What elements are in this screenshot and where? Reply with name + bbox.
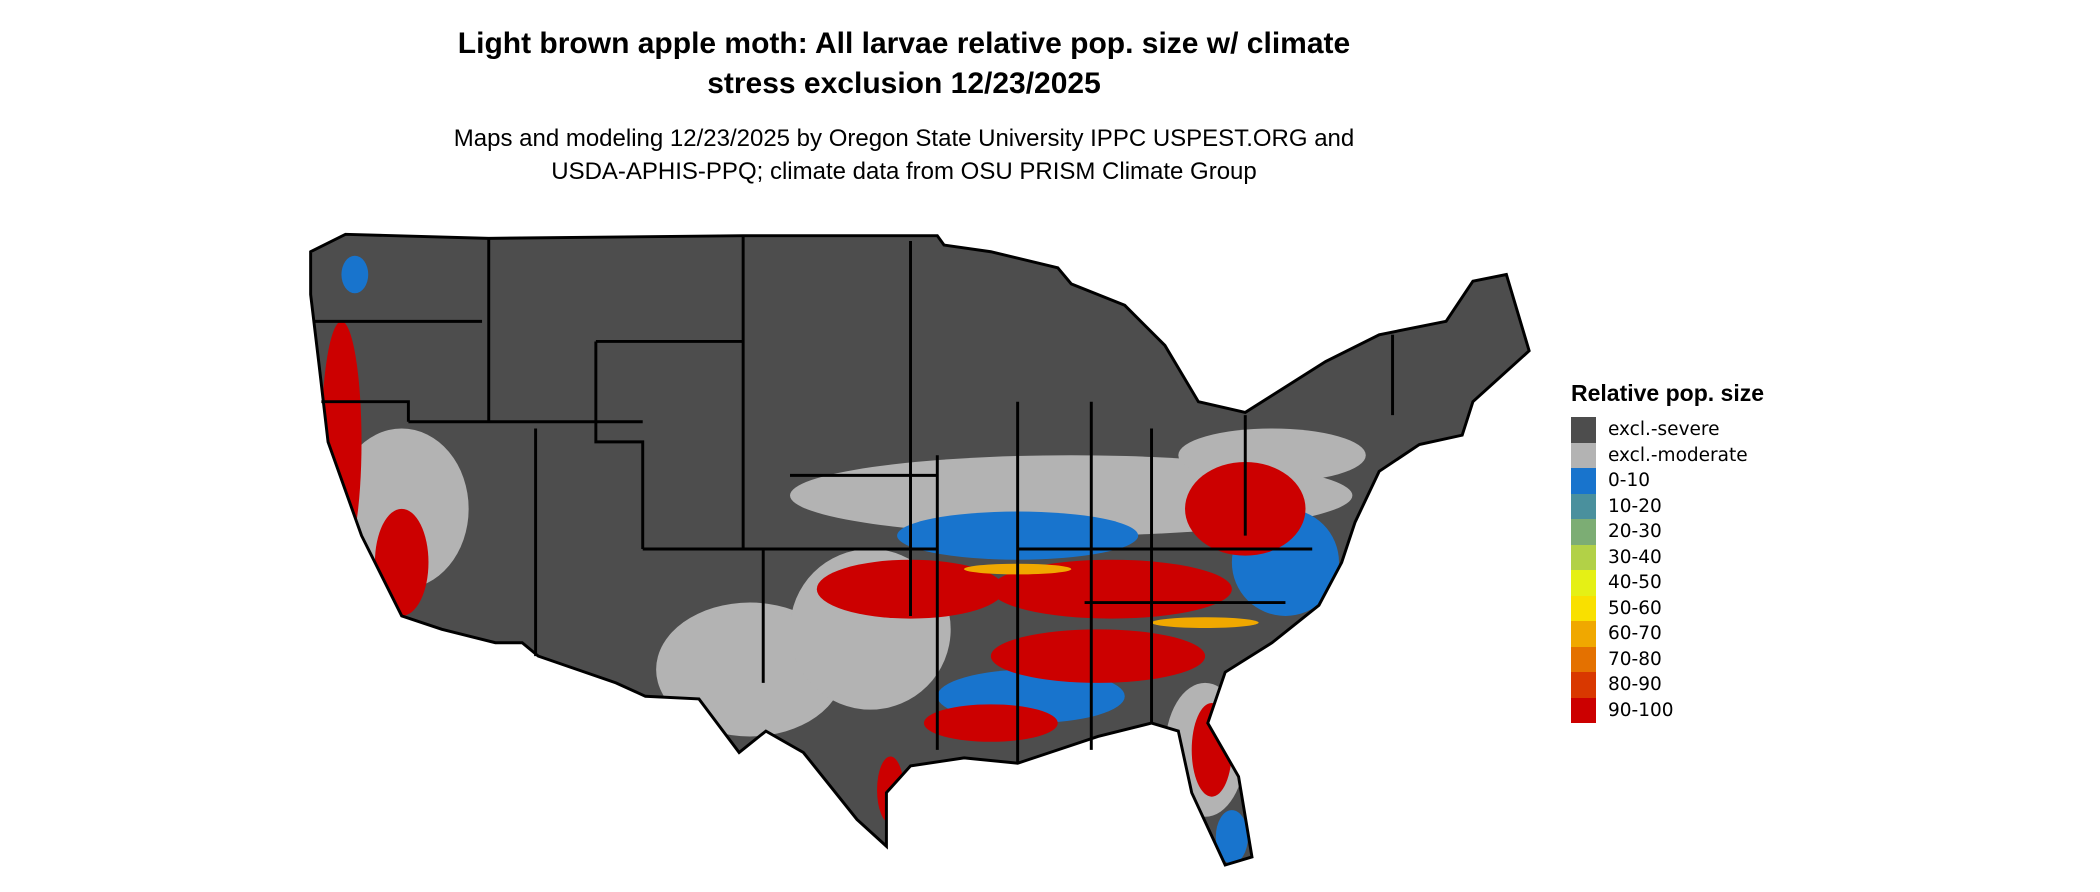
- legend-label: excl.-severe: [1608, 419, 1720, 441]
- legend-swatch: [1571, 621, 1596, 647]
- legend-label: 10-20: [1608, 495, 1662, 517]
- legend-item: 80-90: [1571, 672, 1764, 698]
- legend-label: excl.-moderate: [1608, 444, 1748, 466]
- legend-swatch: [1571, 595, 1596, 621]
- subtitle-line-2: USDA-APHIS-PPQ; climate data from OSU PR…: [551, 158, 1257, 185]
- legend-swatch: [1571, 646, 1596, 672]
- subtitle-line-1: Maps and modeling 12/23/2025 by Oregon S…: [453, 125, 1355, 152]
- legend-title: Relative pop. size: [1571, 380, 1765, 406]
- legend-item: excl.-severe: [1571, 417, 1764, 443]
- legend-label: 60-70: [1608, 623, 1662, 645]
- legend-swatch: [1571, 493, 1596, 519]
- map-subtitle: Maps and modeling 12/23/2025 by Oregon S…: [0, 122, 1808, 188]
- title-line-2: stress exclusion 12/23/2025: [707, 67, 1101, 100]
- legend-item: 40-50: [1571, 570, 1764, 596]
- legend-label: 70-80: [1608, 648, 1662, 670]
- title-line-1: Light brown apple moth: All larvae relat…: [457, 27, 1351, 60]
- legend-swatch: [1571, 442, 1596, 468]
- legend-swatch: [1571, 672, 1596, 698]
- legend-item: 20-30: [1571, 519, 1764, 545]
- legend-item: excl.-moderate: [1571, 442, 1764, 468]
- legend: Relative pop. size excl.-severe excl.-mod…: [1571, 380, 1764, 723]
- legend-swatch: [1571, 570, 1596, 596]
- legend-swatch: [1571, 417, 1596, 443]
- legend-swatch: [1571, 468, 1596, 494]
- legend-item: 70-80: [1571, 646, 1764, 672]
- legend-label: 0-10: [1608, 470, 1650, 492]
- legend-label: 80-90: [1608, 674, 1662, 696]
- state-borders: [309, 232, 1531, 867]
- legend-item: 60-70: [1571, 621, 1764, 647]
- legend-label: 20-30: [1608, 521, 1662, 543]
- legend-label: 30-40: [1608, 546, 1662, 568]
- legend-swatch: [1571, 519, 1596, 545]
- legend-item: 0-10: [1571, 468, 1764, 494]
- legend-swatch: [1571, 697, 1596, 723]
- legend-item: 90-100: [1571, 697, 1764, 723]
- legend-swatch: [1571, 544, 1596, 570]
- legend-label: 40-50: [1608, 572, 1662, 594]
- legend-item: 50-60: [1571, 595, 1764, 621]
- legend-item: 10-20: [1571, 493, 1764, 519]
- legend-label: 50-60: [1608, 597, 1662, 619]
- legend-item: 30-40: [1571, 544, 1764, 570]
- legend-label: 90-100: [1608, 699, 1674, 721]
- map-title: Light brown apple moth: All larvae relat…: [0, 24, 1808, 104]
